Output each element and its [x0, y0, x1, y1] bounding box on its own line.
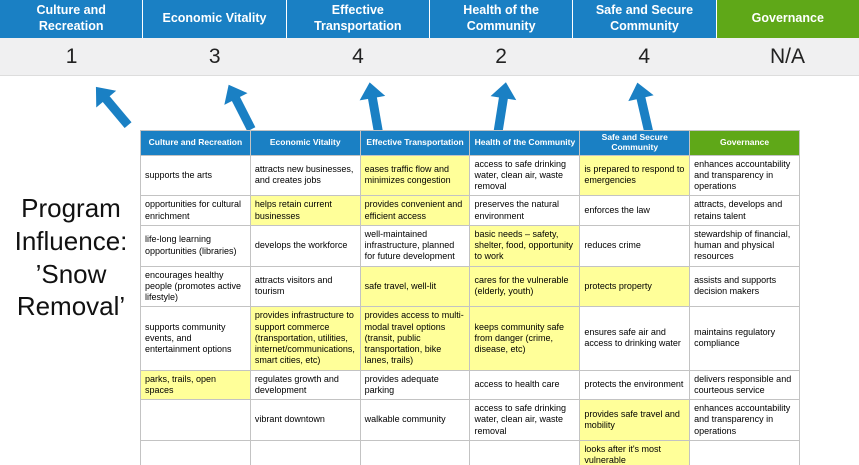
- matrix-cell-highlighted: keeps community safe from danger (crime,…: [469, 306, 581, 371]
- matrix-cell: develops the workforce: [249, 224, 361, 267]
- matrix-cell: life-long learning opportunities (librar…: [140, 224, 251, 267]
- matrix-cell-highlighted: eases traffic flow and minimizes congest…: [359, 154, 471, 197]
- matrix-cell-highlighted: looks after it's most vulnerable: [579, 439, 691, 465]
- matrix-cell: vibrant downtown: [249, 399, 361, 441]
- matrix-cell: reduces crime: [579, 224, 691, 267]
- matrix-row: opportunities for cultural enrichment hel…: [140, 195, 800, 226]
- matrix-column-header: Economic Vitality: [249, 130, 361, 156]
- up-arrow-icon: [224, 84, 256, 132]
- matrix-cell-highlighted: provides access to multi-modal travel op…: [359, 306, 471, 371]
- matrix-cell: assists and supports decision makers: [689, 265, 800, 308]
- matrix-row: supports community events, and entertain…: [140, 306, 800, 371]
- category-header-safe-secure-community: Safe and Secure Community: [573, 0, 717, 38]
- score-effective-transportation: 4: [352, 44, 364, 68]
- matrix-cell: stewardship of financial, human and phys…: [689, 224, 800, 267]
- score-safe-secure-community: 4: [638, 44, 651, 68]
- matrix-cell: provides adequate parking: [359, 369, 471, 401]
- matrix-cell: access to health care: [469, 369, 581, 401]
- score-governance: N/A: [769, 44, 805, 68]
- matrix-cell: [140, 439, 251, 465]
- score-row: 1 3 4 2 4 N/A: [0, 38, 859, 76]
- matrix-cell: ensures safe air and access to drinking …: [579, 306, 691, 371]
- matrix-header-row: Culture and Recreation Economic Vitality E…: [140, 130, 800, 156]
- matrix-cell: well-maintained infrastructure, planned …: [359, 224, 471, 267]
- matrix-cell-highlighted: provides safe travel and mobility: [579, 399, 691, 441]
- matrix-column-header: Health of the Community: [469, 130, 581, 156]
- matrix-cell: access to safe drinking water, clean air…: [469, 399, 581, 441]
- matrix-cell-highlighted: basic needs – safety, shelter, food, opp…: [469, 224, 581, 267]
- matrix-cell: walkable community: [359, 399, 471, 441]
- matrix-cell: [469, 439, 581, 465]
- score-culture-recreation: 1: [65, 44, 78, 68]
- matrix-cell: protects the environment: [579, 369, 691, 401]
- up-arrow-icon: [628, 82, 654, 133]
- matrix-cell: [249, 439, 361, 465]
- page-title: Program Influence: ’Snow Removal’: [14, 193, 128, 322]
- matrix-cell: attracts new businesses, and creates job…: [249, 154, 361, 197]
- matrix-cell: [689, 439, 800, 465]
- matrix-cell: regulates growth and development: [249, 369, 361, 401]
- matrix-cell-highlighted: is prepared to respond to emergencies: [579, 154, 691, 197]
- up-arrow-icon: [490, 82, 517, 133]
- matrix-cell-highlighted: provides infrastructure to support comme…: [249, 306, 361, 371]
- matrix-cell: supports community events, and entertain…: [140, 306, 251, 371]
- matrix-column-header: Governance: [689, 130, 800, 156]
- matrix-cell: [359, 439, 471, 465]
- matrix-cell-highlighted: cares for the vulnerable (elderly, youth…: [469, 265, 581, 308]
- category-header-governance: Governance: [716, 0, 859, 38]
- matrix-row: encourages healthy people (promotes acti…: [140, 265, 800, 308]
- category-header-effective-transportation: Effective Transportation: [286, 0, 430, 38]
- influence-matrix: Culture and Recreation Economic Vitality E…: [140, 130, 800, 465]
- matrix-row: life-long learning opportunities (librar…: [140, 224, 800, 267]
- category-header-row: Culture and Recreation Economic Vitality…: [0, 0, 859, 38]
- matrix-column-header: Effective Transportation: [359, 130, 471, 156]
- matrix-cell: enhances accountability and transparency…: [689, 399, 800, 441]
- matrix-cell: attracts, develops and retains talent: [689, 195, 800, 226]
- matrix-cell-highlighted: provides convenient and efficient access: [359, 195, 471, 226]
- matrix-column-header: Safe and Secure Community: [579, 130, 691, 156]
- matrix-cell: delivers responsible and courteous servi…: [689, 369, 800, 401]
- category-header-culture-recreation: Culture and Recreation: [0, 0, 144, 38]
- matrix-cell: maintains regulatory compliance: [689, 306, 800, 371]
- matrix-cell-highlighted: safe travel, well-lit: [359, 265, 471, 308]
- matrix-cell: opportunities for cultural enrichment: [140, 195, 251, 226]
- matrix-row: vibrant downtown walkable community access…: [140, 399, 800, 441]
- matrix-cell-highlighted: parks, trails, open spaces: [140, 369, 251, 401]
- matrix-row: parks, trails, open spaces regulates grow…: [140, 369, 800, 401]
- matrix-cell: encourages healthy people (promotes acti…: [140, 265, 251, 308]
- score-economic-vitality: 3: [208, 44, 221, 68]
- matrix-column-header: Culture and Recreation: [140, 130, 251, 156]
- matrix-cell-highlighted: protects property: [579, 265, 691, 308]
- matrix-cell: attracts visitors and tourism: [249, 265, 361, 308]
- up-arrow-icon: [95, 86, 132, 129]
- matrix-cell: supports the arts: [140, 154, 251, 197]
- up-arrow-icon: [359, 82, 386, 133]
- score-health-community: 2: [495, 44, 507, 68]
- category-header-health-community: Health of the Community: [429, 0, 574, 38]
- matrix-cell: access to safe drinking water, clean air…: [469, 154, 581, 197]
- category-header-economic-vitality: Economic Vitality: [143, 0, 287, 38]
- matrix-cell: enhances accountability and transparency…: [689, 154, 800, 197]
- matrix-cell-highlighted: helps retain current businesses: [249, 195, 361, 226]
- matrix-cell: preserves the natural environment: [469, 195, 581, 226]
- matrix-row: looks after it's most vulnerable: [140, 439, 800, 465]
- matrix-row: supports the arts attracts new businesses…: [140, 154, 800, 197]
- matrix-cell: enforces the law: [579, 195, 691, 226]
- matrix-cell: [140, 399, 251, 441]
